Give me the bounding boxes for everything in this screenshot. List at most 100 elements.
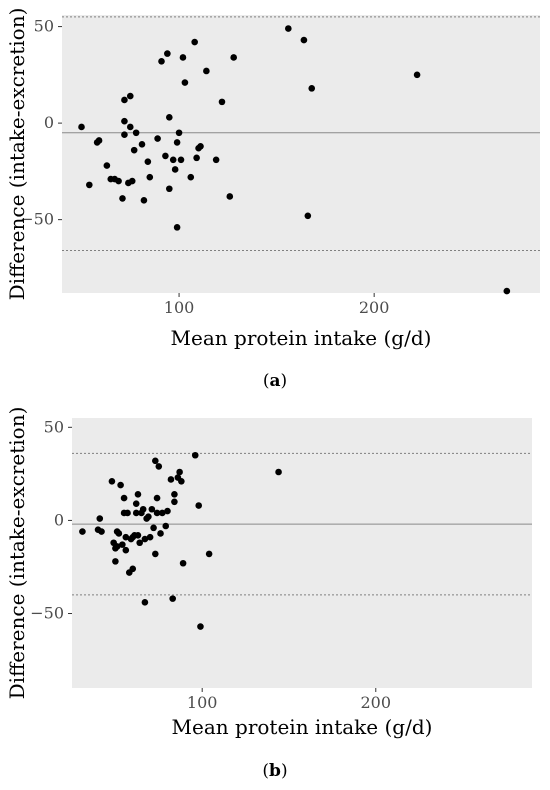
data-point — [96, 515, 104, 522]
x-tick-label: 100 — [187, 693, 218, 712]
data-point — [95, 137, 103, 144]
data-point — [300, 36, 308, 44]
data-point — [86, 181, 93, 189]
data-point — [164, 507, 171, 515]
data-point — [152, 457, 159, 465]
data-point — [132, 500, 140, 507]
data-point — [275, 468, 282, 476]
data-point — [121, 117, 128, 125]
data-point — [167, 476, 175, 483]
data-point — [191, 38, 198, 46]
panel-label: b — [269, 761, 281, 781]
y-tick-label: −50 — [20, 210, 54, 229]
data-point — [177, 156, 185, 164]
data-point — [128, 177, 136, 185]
data-point — [141, 535, 149, 543]
plot-background — [72, 418, 532, 688]
data-point — [178, 478, 185, 485]
data-point — [120, 494, 128, 502]
x-axis-title: Mean protein intake (g/d) — [172, 715, 433, 739]
data-point — [132, 129, 140, 137]
data-point — [146, 533, 154, 541]
data-point — [158, 509, 166, 517]
data-point — [98, 528, 105, 535]
data-point — [113, 543, 121, 550]
data-point — [78, 123, 85, 131]
data-point — [179, 54, 187, 61]
data-point — [218, 98, 226, 106]
data-point — [169, 156, 177, 164]
data-point — [171, 166, 179, 173]
data-point — [119, 195, 126, 202]
caption-open-paren: ( — [263, 371, 270, 391]
data-point — [226, 193, 234, 200]
data-point — [212, 156, 220, 164]
data-point — [152, 550, 159, 558]
data-point — [121, 96, 128, 104]
data-point — [119, 541, 126, 548]
data-point — [130, 146, 138, 154]
data-point — [193, 154, 200, 162]
data-point — [126, 92, 134, 100]
data-point — [195, 502, 203, 509]
data-point — [112, 558, 119, 565]
data-point — [308, 85, 316, 92]
data-point — [285, 25, 292, 32]
data-point — [171, 491, 178, 498]
data-point — [154, 135, 161, 142]
data-point — [171, 498, 178, 506]
data-point — [132, 509, 140, 517]
data-point — [138, 141, 146, 148]
data-point — [153, 509, 161, 517]
x-tick-label: 200 — [361, 693, 392, 712]
data-point — [139, 505, 147, 513]
y-axis-title: Difference (intake-excretion) — [5, 407, 29, 700]
caption-close-paren: ) — [281, 761, 288, 781]
y-axis-title: Difference (intake-excretion) — [5, 8, 29, 301]
data-point — [79, 528, 86, 535]
data-point — [187, 173, 195, 181]
data-point — [153, 494, 161, 502]
data-point — [179, 559, 187, 567]
panel-b: 100 200 −50 0 50 Mean protein intake (g/d) Dif… — [5, 407, 532, 781]
y-tick-label: 50 — [44, 417, 64, 436]
data-point — [173, 224, 181, 231]
panel-caption: (b) — [262, 761, 287, 781]
data-point — [122, 533, 130, 541]
data-point — [158, 58, 165, 65]
data-point — [155, 463, 163, 470]
data-point — [134, 491, 142, 498]
data-point — [162, 152, 169, 160]
y-tick-label: −50 — [30, 604, 64, 623]
x-tick-label: 200 — [359, 298, 390, 317]
data-point — [157, 530, 164, 537]
data-point — [230, 54, 237, 61]
data-point — [173, 139, 181, 146]
data-point — [115, 530, 123, 537]
data-point — [166, 114, 173, 121]
data-point — [134, 532, 142, 539]
panel-a: 100 200 −50 0 50 Mean protein intake (g/d) Dif… — [5, 8, 540, 391]
data-point — [166, 185, 173, 193]
data-point — [122, 546, 130, 554]
data-point — [148, 505, 156, 513]
x-tick-label: 100 — [164, 298, 195, 317]
data-point — [126, 123, 134, 131]
data-point — [144, 158, 152, 166]
data-point — [203, 67, 210, 75]
data-point — [197, 623, 204, 630]
x-axis-title: Mean protein intake (g/d) — [171, 326, 432, 350]
y-tick-label: 0 — [54, 510, 64, 529]
data-point — [304, 212, 312, 220]
data-point — [413, 71, 421, 79]
data-point — [140, 197, 148, 204]
y-tick-label: 50 — [34, 17, 54, 36]
data-point — [162, 522, 170, 530]
data-point — [197, 142, 204, 150]
data-point — [121, 131, 128, 138]
data-point — [191, 451, 199, 459]
y-tick-label: 0 — [44, 113, 54, 132]
data-point — [117, 481, 124, 489]
data-point — [175, 129, 183, 137]
